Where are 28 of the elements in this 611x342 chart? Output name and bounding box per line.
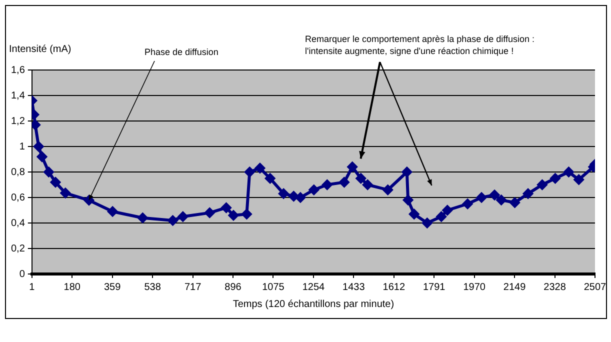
y-tick-label: 0,2 [10, 243, 26, 254]
x-tick-label: 538 [144, 282, 162, 293]
x-tick-label: 1791 [422, 282, 446, 293]
x-tick-label: 1075 [262, 282, 285, 293]
x-tick-label: 2328 [544, 282, 566, 293]
x-tick-label: 2507 [584, 282, 607, 293]
text: Remarquer le comportement après la phase de diffusion : l'intensite augmente, signe d'une réaction chimique ! [305, 34, 534, 56]
x-tick-label: 717 [184, 282, 202, 293]
y-tick-label: 1,4 [10, 90, 26, 102]
x-tick-label: 1970 [463, 282, 486, 293]
y-tick-label: 0,8 [10, 166, 26, 178]
x-tick-label: 2149 [503, 282, 526, 293]
y-tick-label: 1 [19, 141, 26, 152]
annotation: Phase de diffusion [144, 47, 218, 57]
x-tick-label: 359 [104, 282, 122, 293]
y-tick-label: 0 [19, 268, 26, 280]
x-tick-label: 1254 [302, 282, 326, 293]
x-tick-label: 180 [64, 282, 81, 293]
y-tick-label: 0,6 [10, 192, 26, 204]
y-axis-title: Intensité (mA) [9, 44, 72, 55]
x-axis-title: Temps (120 échantillons par minute) [232, 298, 394, 310]
y-tick-label: 0,4 [10, 218, 26, 229]
x-tick-label: 896 [224, 282, 242, 293]
x-tick-label: 1433 [342, 282, 366, 293]
x-tick-label: 1612 [382, 282, 406, 293]
x-tick-label: 1 [29, 282, 36, 293]
y-tick-label: 1,2 [10, 116, 26, 127]
y-tick-label: 1,6 [10, 64, 26, 76]
